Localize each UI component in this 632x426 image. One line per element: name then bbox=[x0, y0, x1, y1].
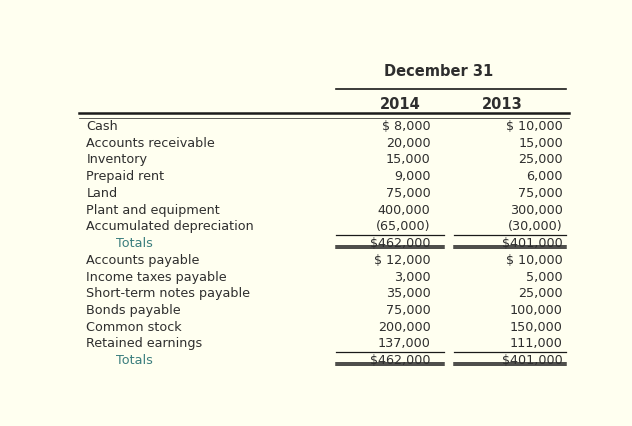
Text: 75,000: 75,000 bbox=[518, 187, 563, 200]
Text: $401,000: $401,000 bbox=[502, 237, 563, 250]
Text: Accounts receivable: Accounts receivable bbox=[87, 137, 215, 150]
Text: $462,000: $462,000 bbox=[370, 237, 430, 250]
Text: $462,000: $462,000 bbox=[370, 354, 430, 367]
Text: 6,000: 6,000 bbox=[526, 170, 563, 183]
Text: 137,000: 137,000 bbox=[378, 337, 430, 351]
Text: 111,000: 111,000 bbox=[510, 337, 563, 351]
Text: 20,000: 20,000 bbox=[386, 137, 430, 150]
Text: Totals: Totals bbox=[116, 354, 152, 367]
Text: 75,000: 75,000 bbox=[386, 304, 430, 317]
Text: Common stock: Common stock bbox=[87, 321, 182, 334]
Text: Totals: Totals bbox=[116, 237, 152, 250]
Text: 2013: 2013 bbox=[482, 97, 523, 112]
Text: 100,000: 100,000 bbox=[510, 304, 563, 317]
Text: 75,000: 75,000 bbox=[386, 187, 430, 200]
Text: Bonds payable: Bonds payable bbox=[87, 304, 181, 317]
Text: (65,000): (65,000) bbox=[376, 220, 430, 233]
Text: 35,000: 35,000 bbox=[386, 287, 430, 300]
Text: 2014: 2014 bbox=[379, 97, 420, 112]
Text: Income taxes payable: Income taxes payable bbox=[87, 271, 227, 284]
Text: 25,000: 25,000 bbox=[518, 287, 563, 300]
Text: 9,000: 9,000 bbox=[394, 170, 430, 183]
Text: Land: Land bbox=[87, 187, 118, 200]
Text: 400,000: 400,000 bbox=[378, 204, 430, 216]
Text: Plant and equipment: Plant and equipment bbox=[87, 204, 220, 216]
Text: Accounts payable: Accounts payable bbox=[87, 254, 200, 267]
Text: 15,000: 15,000 bbox=[518, 137, 563, 150]
Text: 25,000: 25,000 bbox=[518, 153, 563, 167]
Text: (30,000): (30,000) bbox=[508, 220, 563, 233]
Text: 3,000: 3,000 bbox=[394, 271, 430, 284]
Text: $ 8,000: $ 8,000 bbox=[382, 120, 430, 133]
Text: Retained earnings: Retained earnings bbox=[87, 337, 203, 351]
Text: $ 10,000: $ 10,000 bbox=[506, 254, 563, 267]
Text: 15,000: 15,000 bbox=[386, 153, 430, 167]
Text: 200,000: 200,000 bbox=[378, 321, 430, 334]
Text: Cash: Cash bbox=[87, 120, 118, 133]
Text: $ 10,000: $ 10,000 bbox=[506, 120, 563, 133]
Text: $ 12,000: $ 12,000 bbox=[374, 254, 430, 267]
Text: 300,000: 300,000 bbox=[510, 204, 563, 216]
Text: Inventory: Inventory bbox=[87, 153, 147, 167]
Text: Prepaid rent: Prepaid rent bbox=[87, 170, 164, 183]
Text: Short-term notes payable: Short-term notes payable bbox=[87, 287, 250, 300]
Text: 150,000: 150,000 bbox=[510, 321, 563, 334]
Text: December 31: December 31 bbox=[384, 64, 494, 79]
Text: $401,000: $401,000 bbox=[502, 354, 563, 367]
Text: Accumulated depreciation: Accumulated depreciation bbox=[87, 220, 254, 233]
Text: 5,000: 5,000 bbox=[526, 271, 563, 284]
